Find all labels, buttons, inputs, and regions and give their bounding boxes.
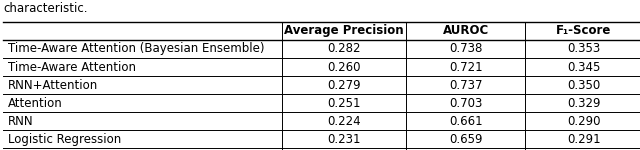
Text: 0.251: 0.251 [327,97,361,110]
Text: 0.345: 0.345 [567,60,601,74]
Text: RNN: RNN [8,115,34,128]
Text: 0.737: 0.737 [449,79,483,92]
Text: 0.224: 0.224 [327,115,361,128]
Text: Average Precision: Average Precision [284,24,404,37]
Text: Attention: Attention [8,97,63,110]
Text: 0.661: 0.661 [449,115,483,128]
Text: 0.291: 0.291 [567,133,601,146]
Text: 0.282: 0.282 [327,42,361,55]
Text: 0.721: 0.721 [449,60,483,74]
Text: 0.703: 0.703 [449,97,483,110]
Text: 0.290: 0.290 [567,115,601,128]
Text: 0.353: 0.353 [568,42,600,55]
Text: RNN+Attention: RNN+Attention [8,79,99,92]
Text: 0.260: 0.260 [327,60,361,74]
Text: 0.350: 0.350 [568,79,600,92]
Text: Time-Aware Attention (Bayesian Ensemble): Time-Aware Attention (Bayesian Ensemble) [8,42,265,55]
Text: 0.329: 0.329 [567,97,601,110]
Text: Logistic Regression: Logistic Regression [8,133,122,146]
Text: 0.659: 0.659 [449,133,483,146]
Text: 0.738: 0.738 [449,42,483,55]
Text: Time-Aware Attention: Time-Aware Attention [8,60,136,74]
Text: characteristic.: characteristic. [3,2,88,15]
Text: 0.279: 0.279 [327,79,361,92]
Text: AUROC: AUROC [442,24,489,37]
Text: F₁-Score: F₁-Score [556,24,612,37]
Text: 0.231: 0.231 [327,133,361,146]
